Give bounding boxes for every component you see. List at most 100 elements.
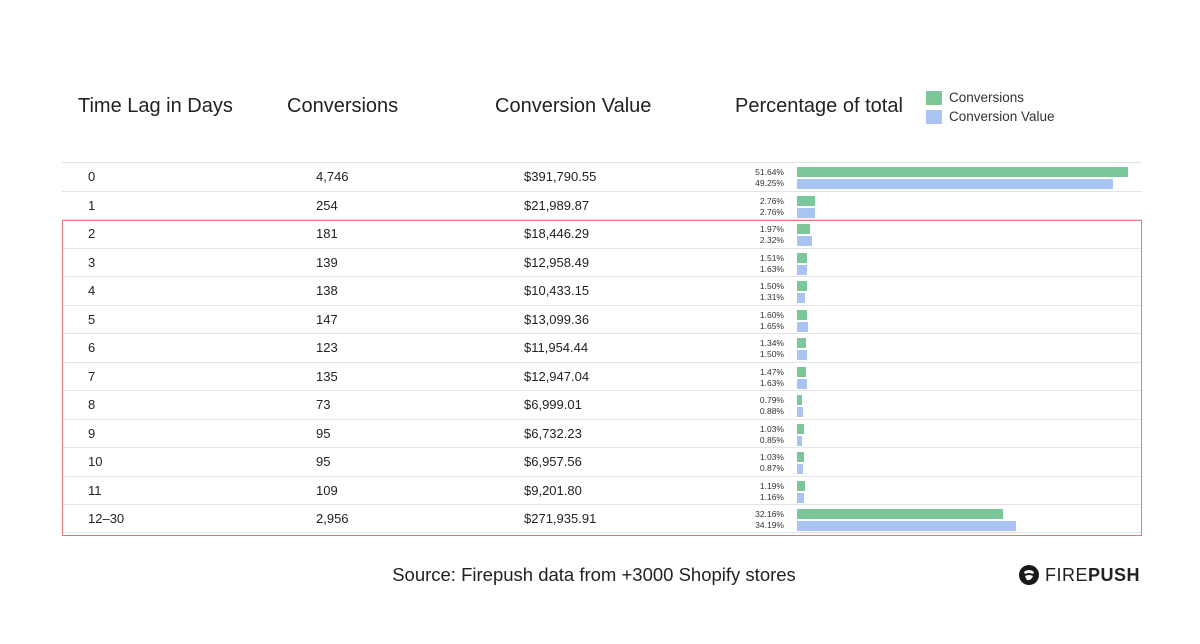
pct-label-conversion-value: 0.85% [759, 434, 784, 445]
cell-conversion-value: $9,201.80 [524, 482, 582, 498]
bar-conversion-value [797, 464, 803, 474]
cell-conversion-value: $6,957.56 [524, 454, 582, 469]
table-row: 11 109 $9,201.80 1.19% 1.16% [62, 475, 1142, 505]
bar-conversions [797, 423, 804, 434]
cell-conversions: 95 [316, 454, 331, 469]
pct-label-conversion-value: 1.16% [759, 491, 784, 502]
pct-label-conversions: 1.51% [759, 252, 784, 263]
pct-label-conversions: 51.64% [755, 167, 784, 177]
pct-label-conversion-value: 0.87% [759, 463, 784, 473]
cell-conversions: 2,956 [316, 511, 349, 526]
bar-conversion-value [797, 207, 815, 218]
bar-conversion-value [797, 492, 805, 503]
cell-conversion-value: $10,433.15 [524, 283, 590, 298]
table-row: 0 4,746 $391,790.55 51.64% 49.25% [62, 162, 1142, 191]
table-row: 9 95 $6,732.23 1.03% 0.85% [62, 418, 1142, 448]
cell-conversions: 147 [316, 311, 338, 327]
cell-conversions: 135 [316, 368, 338, 384]
header-time-lag: Time Lag in Days [78, 95, 233, 117]
cell-conversion-value: $12,958.49 [524, 254, 590, 270]
header-conversions: Conversions [287, 95, 399, 117]
cell-conversions: 73 [316, 397, 331, 412]
cell-time-lag: 1 [88, 197, 96, 213]
cell-conversion-value: $18,446.29 [524, 226, 590, 241]
cell-conversion-value: $6,999.01 [524, 397, 582, 412]
firepush-logo: FIREPUSH [1018, 564, 1140, 586]
pct-label-conversions: 1.34% [759, 338, 784, 348]
header-conversion-value: Conversion Value [495, 95, 652, 117]
cell-conversions: 109 [316, 482, 338, 498]
pct-label-conversions: 1.97% [759, 224, 784, 234]
pct-label-conversion-value: 1.50% [759, 349, 784, 359]
cell-time-lag: 7 [88, 368, 96, 384]
bar-conversion-value [797, 321, 808, 332]
legend-label-conversion-value: Conversion Value [949, 109, 1055, 124]
table-row: 8 73 $6,999.01 0.79% 0.88% [62, 390, 1142, 419]
cell-time-lag: 6 [88, 340, 96, 355]
pct-label-conversions: 1.03% [759, 452, 784, 462]
table-row: 10 95 $6,957.56 1.03% 0.87% [62, 447, 1142, 476]
legend-swatch-conversions [926, 90, 942, 105]
bar-conversion-value [797, 435, 803, 446]
table-row: 12–30 2,956 $271,935.91 32.16% 34.19% [62, 504, 1142, 533]
bar-conversions [797, 195, 815, 206]
cell-conversions: 4,746 [316, 169, 349, 184]
cell-time-lag: 11 [88, 482, 102, 498]
bar-conversion-value [797, 378, 808, 389]
bar-conversions [797, 452, 804, 462]
cell-conversions: 95 [316, 425, 331, 441]
bar-conversion-value [797, 179, 1113, 189]
bar-conversions [797, 224, 810, 234]
pct-label-conversions: 1.47% [759, 366, 784, 377]
logo-wordmark: FIREPUSH [1045, 565, 1140, 586]
table-row: 2 181 $18,446.29 1.97% 2.32% [62, 219, 1142, 248]
logo-push-text: PUSH [1088, 564, 1141, 585]
cell-conversions: 123 [316, 340, 338, 355]
table-row: 5 147 $13,099.36 1.60% 1.65% [62, 304, 1142, 334]
pct-label-conversion-value: 1.31% [759, 292, 784, 302]
bar-conversions [797, 480, 805, 491]
pct-label-conversion-value: 34.19% [755, 520, 784, 530]
pct-label-conversions: 1.19% [759, 480, 784, 491]
cell-conversion-value: $12,947.04 [524, 368, 590, 384]
bar-conversion-value [797, 236, 812, 246]
bar-conversions [797, 167, 1129, 177]
table-row: 1 254 $21,989.87 2.76% 2.76% [62, 190, 1142, 220]
cell-time-lag: 5 [88, 311, 96, 327]
cell-conversion-value: $11,954.44 [524, 340, 589, 355]
cell-time-lag: 10 [88, 454, 103, 469]
legend-swatch-conversion-value [926, 109, 942, 124]
bar-conversions [797, 252, 807, 263]
chart-legend: Conversions Conversion Value [926, 88, 1055, 126]
cell-conversion-value: $13,099.36 [524, 311, 590, 327]
pct-label-conversion-value: 2.76% [759, 206, 784, 217]
cell-conversions: 139 [316, 254, 338, 270]
bar-conversion-value [797, 407, 803, 417]
pct-label-conversion-value: 49.25% [755, 178, 784, 188]
bar-conversions [797, 366, 807, 377]
cell-time-lag: 4 [88, 283, 96, 298]
bar-conversion-value [797, 293, 806, 303]
pct-label-conversion-value: 1.65% [759, 320, 784, 331]
cell-time-lag: 8 [88, 397, 96, 412]
bar-conversion-value [797, 264, 808, 275]
cell-conversion-value: $6,732.23 [524, 425, 582, 441]
cell-conversions: 138 [316, 283, 338, 298]
table-row: 4 138 $10,433.15 1.50% 1.31% [62, 276, 1142, 305]
bar-conversions [797, 281, 807, 291]
legend-item-conversion-value: Conversion Value [926, 107, 1055, 126]
pct-label-conversions: 32.16% [755, 509, 784, 519]
cell-conversion-value: $391,790.55 [524, 169, 597, 184]
pct-label-conversions: 1.03% [759, 423, 784, 434]
cell-time-lag: 2 [88, 226, 96, 241]
table-row: 6 123 $11,954.44 1.34% 1.50% [62, 333, 1142, 362]
data-table: 0 4,746 $391,790.55 51.64% 49.25% 1 254 $21,989… [62, 162, 1142, 533]
logo-fire-text: FIRE [1045, 564, 1089, 585]
table-row: 3 139 $12,958.49 1.51% 1.63% [62, 247, 1142, 277]
pct-label-conversion-value: 1.63% [759, 263, 784, 274]
source-caption: Source: Firepush data from +3000 Shopify… [392, 564, 796, 585]
bar-conversions [797, 309, 808, 320]
pct-label-conversions: 1.60% [759, 309, 784, 320]
bar-conversions [797, 509, 1004, 519]
bar-conversion-value [797, 521, 1017, 531]
